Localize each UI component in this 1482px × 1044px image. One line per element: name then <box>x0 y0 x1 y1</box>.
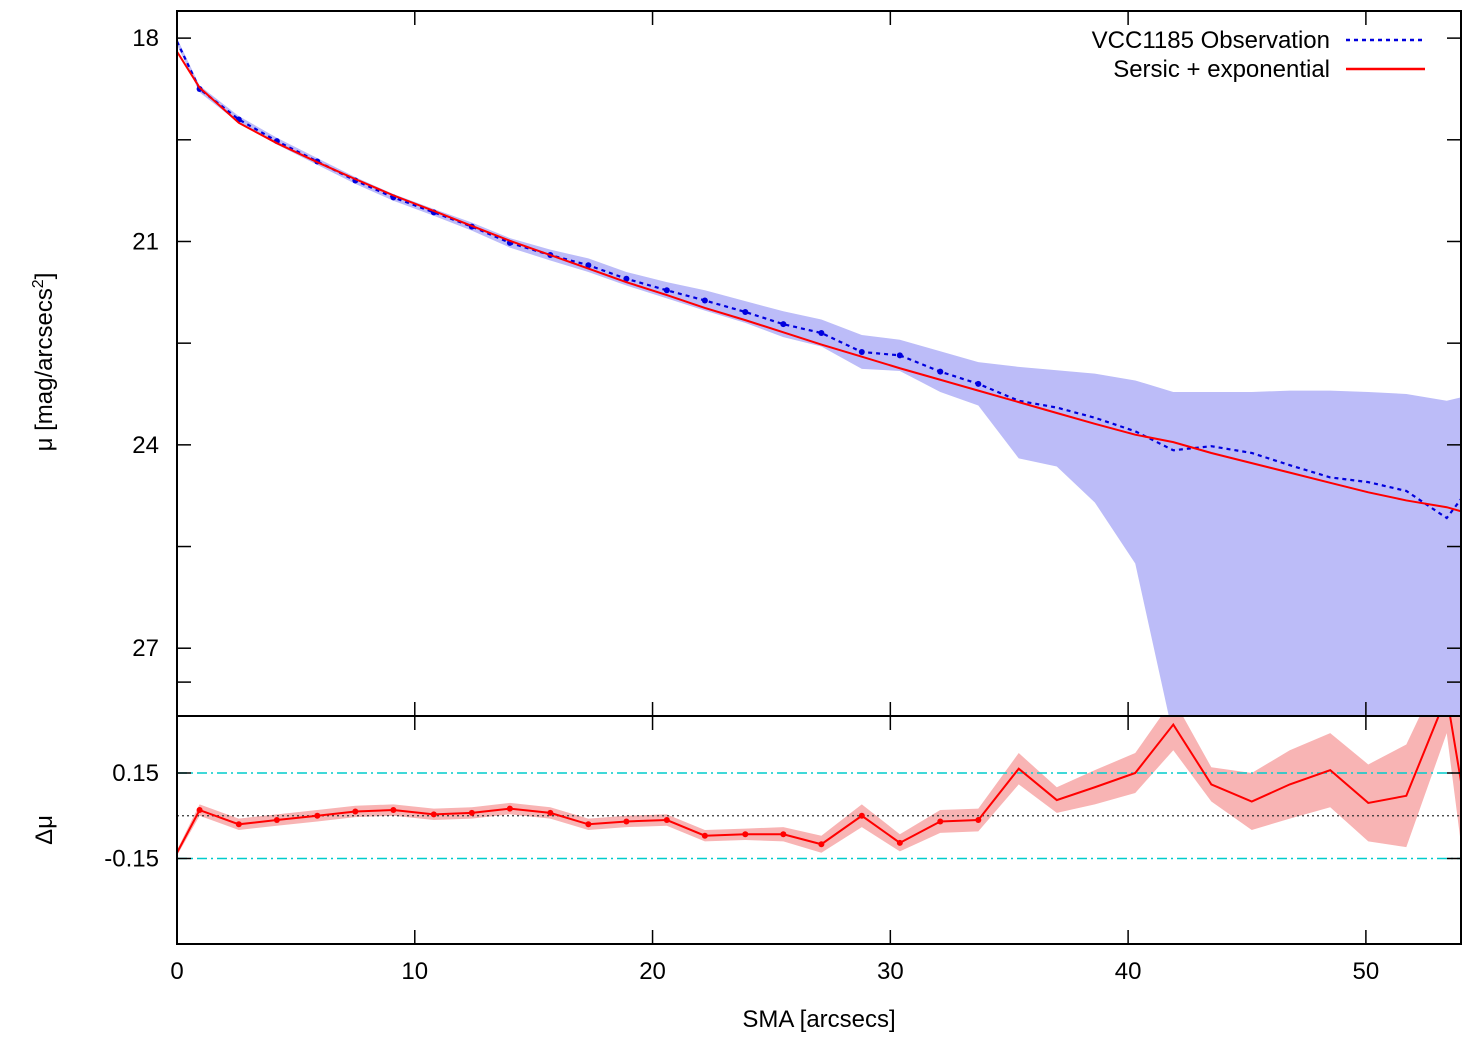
residual-point <box>235 821 242 828</box>
model-line-layer <box>177 51 1461 513</box>
x-tick-label: 30 <box>877 958 904 985</box>
residual-point <box>314 812 321 819</box>
x-tick-label: 10 <box>401 958 428 985</box>
residual-point <box>352 808 359 815</box>
x-tick-label: 20 <box>639 958 666 985</box>
bottom-plot-frame <box>176 715 1462 945</box>
residual-point <box>663 817 670 824</box>
top-y-axis-label: μ [mag/arcsecs2] <box>30 273 58 452</box>
legend-label-model: Sersic + exponential <box>1113 56 1330 83</box>
residual-point <box>858 812 865 819</box>
x-tick-label: 50 <box>1353 958 1380 985</box>
reference-lines <box>177 772 1461 860</box>
residual-point <box>975 817 982 824</box>
legend-label-observation: VCC1185 Observation <box>1092 27 1330 54</box>
residual-point <box>547 809 554 816</box>
x-axis-label: SMA [arcsecs] <box>742 1006 895 1033</box>
top-y-tick-label: 27 <box>132 635 159 662</box>
residual-point <box>390 807 397 814</box>
top-panel: 18 21 24 27 μ [mag/arcsecs2] VCC1185 Observ… <box>30 25 1461 716</box>
residual-point <box>196 807 203 814</box>
residual-point <box>506 805 513 812</box>
residual-point <box>468 809 475 816</box>
residual-line-layer <box>177 716 1461 854</box>
observation-point <box>623 275 630 282</box>
observation-point <box>663 287 670 294</box>
observation-point <box>818 329 825 336</box>
x-tick-label: 40 <box>1115 958 1142 985</box>
bottom-y-tick-label: 0.15 <box>112 760 159 787</box>
residual-point <box>273 817 280 824</box>
residual-point <box>780 831 787 838</box>
residual-point <box>701 832 708 839</box>
bottom-y-tick-label: -0.15 <box>104 846 159 873</box>
observation-point <box>937 368 944 375</box>
residual-point <box>430 811 437 818</box>
observation-point <box>701 297 708 304</box>
bottom-panel: 0.15 -0.15 0 10 20 30 40 50 Δμ SMA [arcsecs] <box>31 11 1461 1033</box>
top-y-tick-label: 24 <box>132 432 159 459</box>
observation-point <box>896 352 903 359</box>
residual-point <box>585 821 592 828</box>
observation-band-layer <box>177 38 1461 716</box>
bottom-y-axis-label: Δμ <box>31 815 58 845</box>
observation-point <box>858 348 865 355</box>
observation-point <box>196 85 203 92</box>
legend: VCC1185 Observation Sersic + exponential <box>1092 27 1425 83</box>
residual-point <box>937 818 944 825</box>
bottom-y-ticks: 0.15 -0.15 <box>104 760 1461 873</box>
model-line <box>177 51 1461 513</box>
top-y-tick-label: 21 <box>132 228 159 255</box>
residual-point <box>742 831 749 838</box>
observation-point <box>585 262 592 269</box>
observation-point <box>742 308 749 315</box>
observation-error-band <box>177 38 1461 716</box>
residual-error-band <box>177 716 1461 856</box>
top-y-tick-label: 18 <box>132 25 159 52</box>
residual-band-layer <box>177 716 1461 856</box>
residual-point <box>818 841 825 848</box>
observation-point <box>975 380 982 387</box>
x-tick-label: 0 <box>170 958 183 985</box>
x-ticks: 0 10 20 30 40 50 <box>170 11 1379 985</box>
top-y-ticks: 18 21 24 27 <box>132 25 1461 683</box>
observation-point <box>780 321 787 328</box>
residual-point <box>896 839 903 846</box>
residual-point <box>623 818 630 825</box>
